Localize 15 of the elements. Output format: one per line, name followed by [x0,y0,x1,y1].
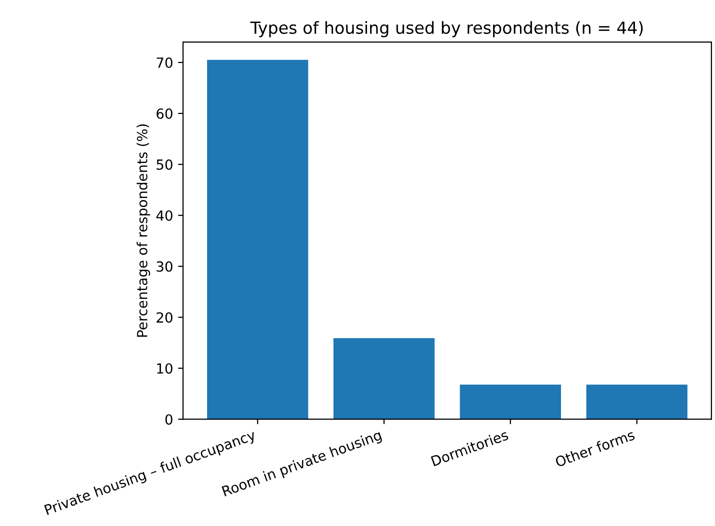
y-tick-label: 10 [157,363,172,374]
bar [586,384,688,420]
bar [460,384,561,420]
y-tick-label: 50 [156,159,172,170]
x-tick-label: Other forms [554,429,636,468]
y-tick-label: 20 [156,312,172,323]
y-tick-label: 40 [156,210,172,221]
y-tick-label: 70 [156,57,172,68]
y-tick-label: 30 [156,261,172,272]
y-tick-label: 0 [165,414,172,425]
bar [333,338,435,420]
y-axis-title: Percentage of respondents (%) [136,124,150,337]
y-tick-label: 60 [156,108,172,119]
bar [207,60,308,420]
chart-title: Types of housing used by respondents (n = 44) [250,21,643,38]
